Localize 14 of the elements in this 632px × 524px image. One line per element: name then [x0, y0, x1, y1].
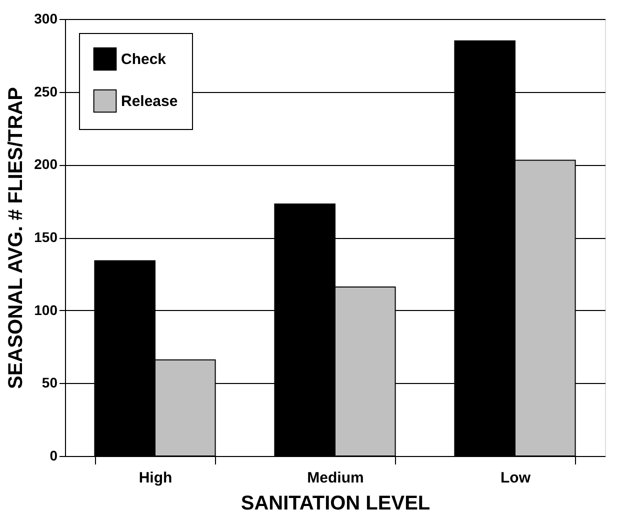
- x-tick-label: High: [138, 470, 172, 486]
- y-tick-label: 100: [34, 302, 58, 318]
- y-tick-label: 250: [34, 83, 58, 100]
- x-axis-title: SANITATION LEVEL: [240, 492, 430, 514]
- x-tick-label: Low: [500, 470, 531, 486]
- y-tick-label: 300: [34, 10, 58, 26]
- y-tick-label: 0: [50, 448, 58, 464]
- legend-label: Release: [121, 93, 178, 110]
- x-tick-label: Medium: [307, 470, 364, 486]
- y-tick-label: 50: [42, 374, 58, 391]
- y-tick-label: 200: [34, 156, 58, 172]
- y-axis-title: SEASONAL AVG. # FLIES/TRAP: [5, 87, 28, 389]
- legend-label: Check: [121, 51, 167, 68]
- y-tick-label: 150: [34, 229, 58, 245]
